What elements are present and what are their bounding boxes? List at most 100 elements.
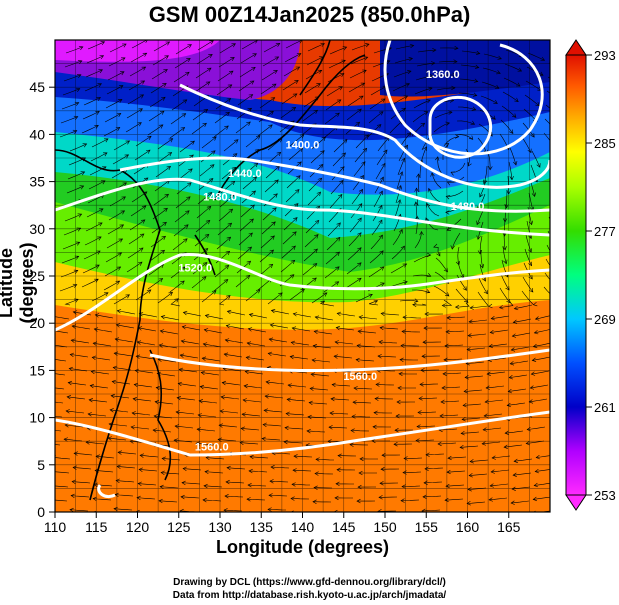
streamline xyxy=(117,466,136,469)
streamline-arrow xyxy=(73,269,79,274)
streamline-arrow xyxy=(514,97,519,102)
streamline-arrow xyxy=(268,263,274,269)
streamline-arrow xyxy=(426,202,431,208)
streamline-arrow xyxy=(320,150,325,155)
streamline xyxy=(400,514,418,515)
streamline-arrow xyxy=(188,168,193,173)
streamline xyxy=(65,424,84,428)
streamline xyxy=(502,91,519,102)
streamline xyxy=(396,171,403,190)
streamline xyxy=(95,314,114,319)
streamline xyxy=(392,83,410,92)
streamline xyxy=(490,329,509,333)
streamline-arrow xyxy=(442,371,447,376)
streamline xyxy=(202,514,220,515)
streamline-arrow xyxy=(360,82,366,87)
streamline xyxy=(327,222,341,237)
streamline-arrow xyxy=(364,134,369,139)
streamline xyxy=(330,180,344,195)
streamline xyxy=(532,356,550,361)
streamline-arrow xyxy=(401,484,406,489)
streamline xyxy=(395,185,402,204)
streamline-arrow xyxy=(424,466,429,471)
streamline xyxy=(271,310,290,315)
streamline xyxy=(507,175,509,195)
streamline xyxy=(238,232,253,246)
streamline-arrow xyxy=(291,245,296,250)
streamline xyxy=(417,49,436,53)
streamline-arrow xyxy=(363,56,369,61)
streamline xyxy=(150,236,166,248)
streamline xyxy=(262,207,277,221)
streamline-arrow xyxy=(270,309,276,314)
streamline-arrow xyxy=(110,393,116,399)
streamline-arrow xyxy=(269,249,274,254)
streamline xyxy=(394,199,401,218)
streamline xyxy=(359,316,378,320)
streamline xyxy=(529,398,548,403)
streamline xyxy=(392,229,403,246)
contour-labels: 1360.0 1400.0 1440.0 1480.0 1480.0 1520.0 1560… xyxy=(178,69,484,454)
streamline xyxy=(136,355,155,360)
streamline-arrow xyxy=(385,59,391,64)
streamline-arrow xyxy=(306,429,311,434)
streamline-arrow xyxy=(76,74,82,78)
streamline xyxy=(72,325,91,330)
streamline xyxy=(308,177,322,192)
streamline xyxy=(402,471,422,473)
streamline xyxy=(511,500,530,504)
streamline xyxy=(55,471,70,474)
streamline-arrow xyxy=(365,43,370,48)
streamline xyxy=(456,274,467,291)
streamline-arrow xyxy=(208,178,214,183)
streamline-arrow xyxy=(177,381,183,387)
streamline-arrow xyxy=(513,305,519,311)
y-tick-label: 45 xyxy=(29,79,45,95)
streamline-arrow xyxy=(446,469,451,475)
streamline-arrow xyxy=(274,179,279,184)
streamline xyxy=(353,161,366,177)
streamline xyxy=(266,381,285,385)
streamline-arrow xyxy=(445,195,451,200)
streamline-arrow xyxy=(380,98,386,103)
streamline xyxy=(530,384,549,389)
streamline-arrow xyxy=(450,245,455,250)
streamline xyxy=(416,62,435,67)
streamline-arrow xyxy=(117,99,123,104)
streamline xyxy=(271,452,291,455)
colorbar-tick-label: 261 xyxy=(594,400,616,415)
streamline xyxy=(245,371,264,375)
streamline xyxy=(329,194,343,209)
streamline-arrow xyxy=(317,177,323,183)
streamline xyxy=(351,416,371,418)
streamline xyxy=(55,316,70,320)
streamline-arrow xyxy=(397,385,402,391)
streamline xyxy=(372,60,390,68)
streamline-arrow xyxy=(450,171,456,176)
streamline xyxy=(332,152,346,167)
streamline xyxy=(355,294,373,303)
streamline xyxy=(463,403,482,406)
streamline xyxy=(109,43,127,53)
streamline-arrow xyxy=(251,190,256,195)
streamline-arrow xyxy=(527,248,532,253)
streamline xyxy=(482,441,501,445)
streamline-arrow xyxy=(111,379,117,385)
streamline-arrow xyxy=(245,274,251,280)
streamline-arrow xyxy=(230,57,235,61)
streamline xyxy=(377,355,397,358)
streamline-arrow xyxy=(155,385,161,391)
streamline xyxy=(82,264,100,274)
streamline xyxy=(345,277,362,289)
streamline-arrow xyxy=(139,453,144,458)
streamline xyxy=(175,44,192,55)
streamline xyxy=(315,316,334,321)
streamline-arrow xyxy=(402,315,407,320)
streamline xyxy=(94,484,113,487)
streamline xyxy=(130,52,147,63)
streamline xyxy=(128,233,145,245)
streamline xyxy=(226,467,246,470)
streamline-arrow xyxy=(397,199,402,204)
streamline xyxy=(179,140,195,153)
streamline xyxy=(59,284,77,292)
